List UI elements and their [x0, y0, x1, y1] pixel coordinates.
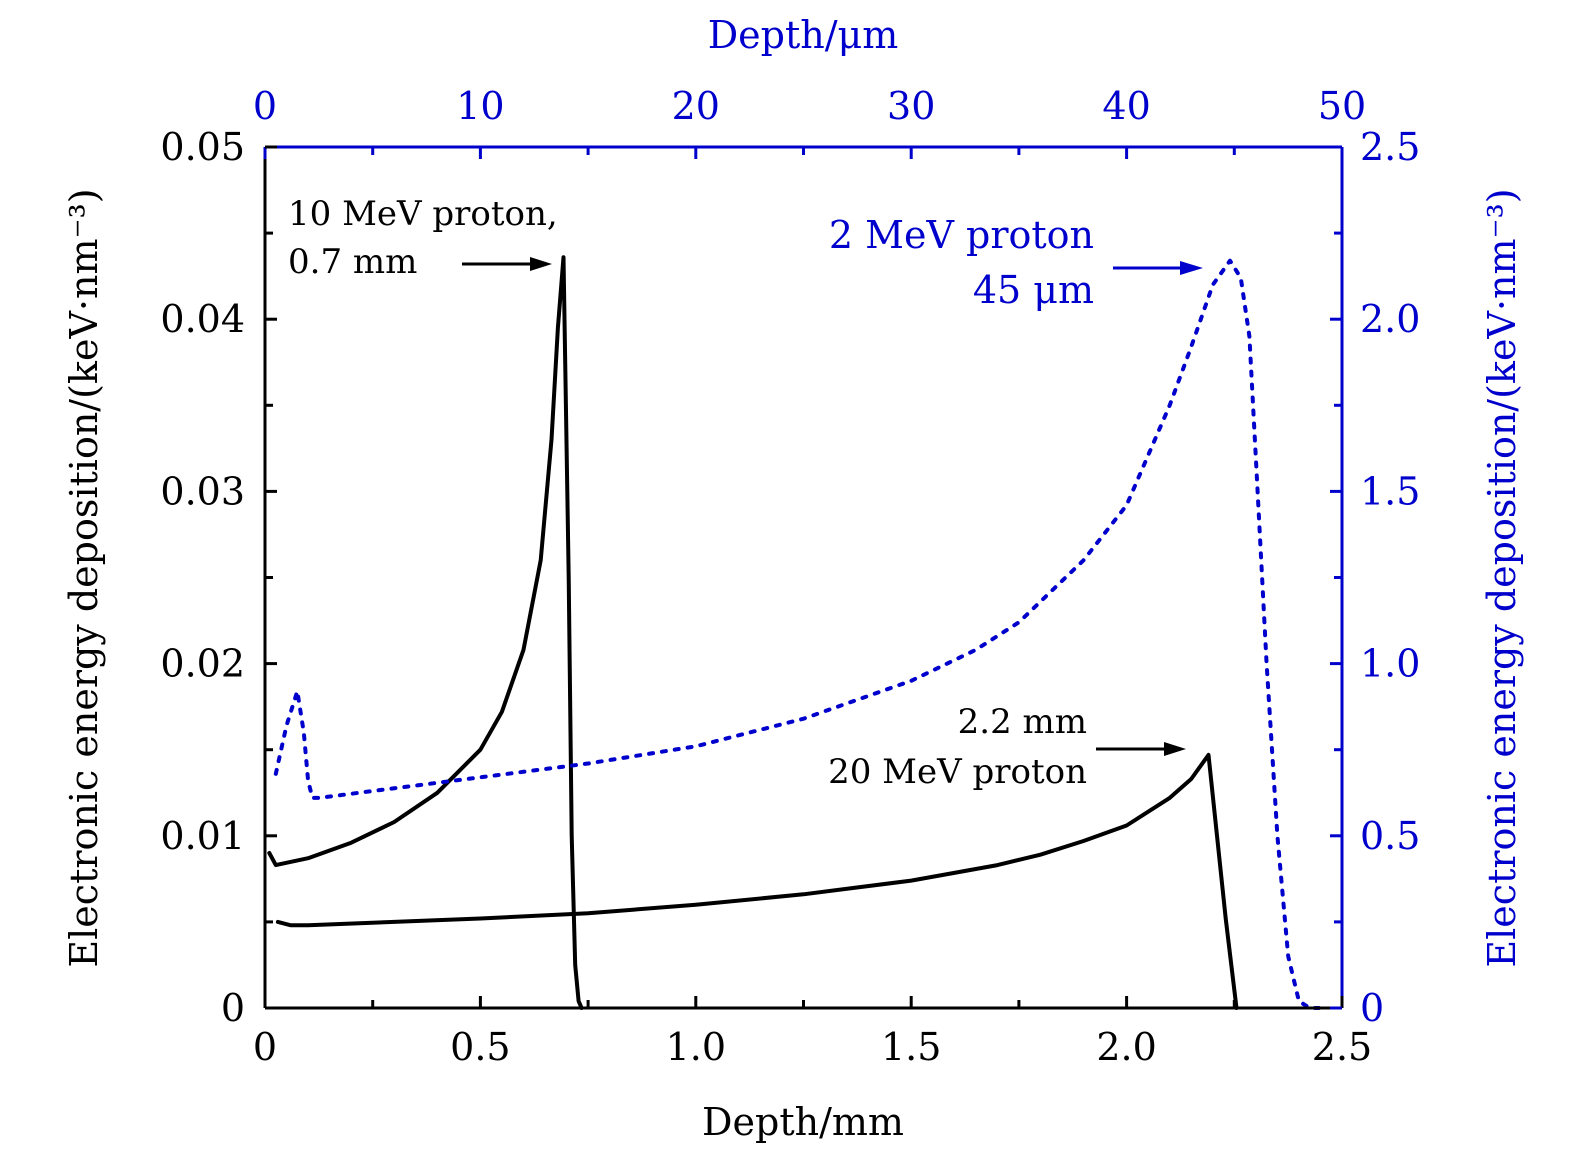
- annotation-20mev-line2: 20 MeV proton: [828, 752, 1087, 792]
- annotation-20mev-arrowhead: [1164, 742, 1186, 756]
- series-line-20-mev-proton: [275, 752, 1239, 1010]
- y2-tick-label: 2.0: [1360, 297, 1420, 341]
- series-line-2-mev-proton: [273, 258, 1323, 1010]
- annotation-2mev: 2 MeV proton 45 μm: [829, 213, 1203, 312]
- annotation-20mev-line1: 2.2 mm: [958, 702, 1087, 742]
- x-tick-label: 2.5: [1312, 1025, 1372, 1069]
- annotation-10mev-arrowhead: [530, 257, 552, 271]
- x-tick-label: 1.0: [666, 1025, 726, 1069]
- x-tick-label: 0: [253, 1025, 277, 1069]
- x-tick-label: 1.5: [881, 1025, 941, 1069]
- x-axis-title: Depth/mm: [702, 1100, 904, 1144]
- y2-tick-label: 0.5: [1360, 814, 1420, 858]
- annotation-2mev-arrowhead: [1180, 261, 1203, 275]
- x2-tick-label: 10: [456, 84, 504, 128]
- y-tick-label: 0.05: [160, 125, 245, 169]
- y-tick-label: 0.01: [160, 814, 245, 858]
- y2-tick-label: 2.5: [1360, 125, 1420, 169]
- x2-tick-label: 20: [672, 84, 720, 128]
- x-tick-label: 2.0: [1096, 1025, 1156, 1069]
- series-line-10-mev-proton: [267, 255, 584, 1010]
- y2-tick-label: 1.0: [1360, 642, 1420, 686]
- annotation-10mev-line1: 10 MeV proton,: [288, 194, 558, 234]
- y2-tick-label: 1.5: [1360, 469, 1420, 513]
- y-axis-title: Electronic energy deposition/(keV·nm⁻³): [62, 188, 106, 967]
- x2-tick-label: 50: [1318, 84, 1366, 128]
- ticks-layer: [263, 145, 1344, 1010]
- annotation-10mev-line2: 0.7 mm: [288, 242, 417, 282]
- annotation-20mev: 2.2 mm 20 MeV proton: [828, 702, 1186, 792]
- y-tick-label: 0.04: [160, 297, 245, 341]
- x2-tick-label: 30: [887, 84, 935, 128]
- y-tick-label: 0.03: [160, 469, 245, 513]
- y2-tick-label: 0: [1360, 986, 1384, 1030]
- x2-tick-label: 40: [1102, 84, 1150, 128]
- plot-frame: [263, 145, 1344, 1010]
- tick-labels-layer: 0 0.5 1.0 1.5 2.0 2.50 10 20 30 40 5000.010.020.03…: [160, 84, 1420, 1069]
- x2-axis-title: Depth/μm: [708, 13, 899, 57]
- curves-layer: [267, 255, 1323, 1010]
- annotation-2mev-line1: 2 MeV proton: [829, 213, 1094, 257]
- x2-tick-label: 0: [253, 84, 277, 128]
- y-tick-label: 0.02: [160, 642, 245, 686]
- x-tick-label: 0.5: [450, 1025, 510, 1069]
- y2-axis-title: Electronic energy deposition/(keV·nm⁻³): [1480, 188, 1524, 967]
- annotation-10mev: 10 MeV proton, 0.7 mm: [288, 194, 558, 282]
- annotation-2mev-line2: 45 μm: [973, 268, 1094, 312]
- y-tick-label: 0: [221, 986, 245, 1030]
